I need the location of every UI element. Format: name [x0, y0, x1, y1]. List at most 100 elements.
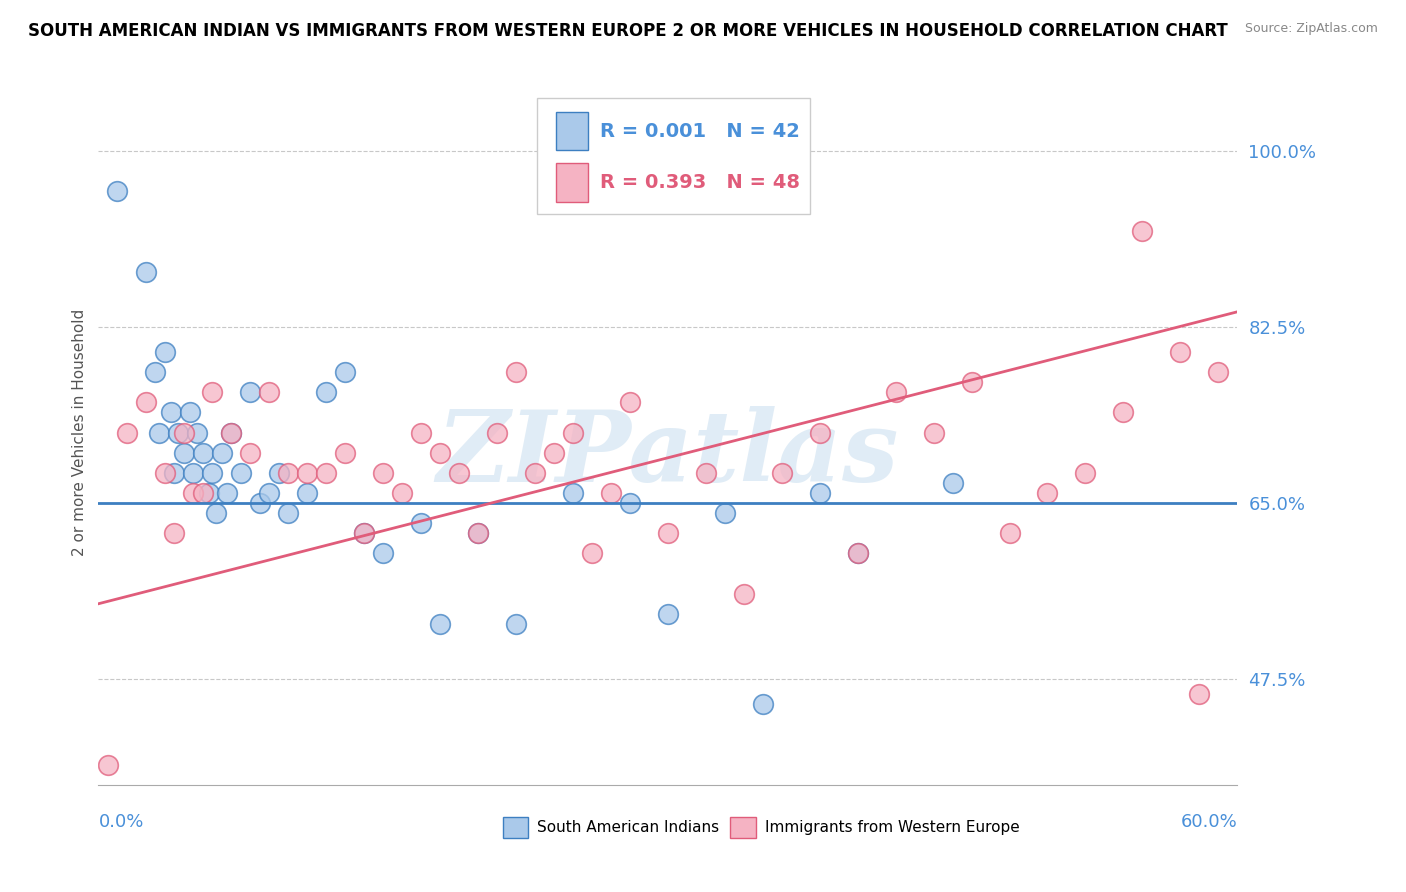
Point: [163, 526, 186, 541]
Point: [221, 425, 243, 440]
Point: [922, 425, 945, 440]
Point: [846, 546, 869, 560]
Point: [205, 506, 228, 520]
Y-axis label: 2 or more Vehicles in Household: 2 or more Vehicles in Household: [72, 309, 87, 557]
Point: [657, 607, 679, 621]
Point: [1208, 365, 1230, 379]
FancyBboxPatch shape: [731, 817, 755, 838]
Point: [135, 395, 157, 409]
Point: [229, 466, 252, 480]
Point: [97, 757, 120, 772]
Point: [167, 425, 190, 440]
Point: [277, 466, 299, 480]
Point: [371, 466, 394, 480]
Point: [846, 546, 869, 560]
Point: [429, 446, 451, 460]
Point: [315, 466, 337, 480]
FancyBboxPatch shape: [557, 163, 588, 202]
Point: [259, 486, 281, 500]
Point: [695, 466, 717, 480]
Point: [186, 425, 208, 440]
Point: [1132, 224, 1154, 238]
Point: [808, 486, 831, 500]
Point: [505, 365, 527, 379]
Point: [211, 446, 233, 460]
Text: South American Indians: South American Indians: [537, 820, 718, 835]
Point: [145, 365, 167, 379]
Text: R = 0.393   N = 48: R = 0.393 N = 48: [599, 173, 800, 192]
Point: [191, 446, 214, 460]
Point: [277, 506, 299, 520]
Point: [524, 466, 547, 480]
Point: [942, 475, 965, 490]
Point: [197, 486, 219, 500]
Point: [315, 385, 337, 400]
Point: [259, 385, 281, 400]
Point: [1188, 687, 1211, 701]
Point: [153, 345, 176, 359]
Point: [657, 526, 679, 541]
Point: [115, 425, 138, 440]
Point: [353, 526, 375, 541]
Point: [297, 466, 319, 480]
Point: [148, 425, 170, 440]
Text: 0.0%: 0.0%: [98, 814, 143, 831]
Point: [107, 184, 129, 198]
Point: [960, 376, 983, 390]
Point: [201, 466, 224, 480]
Point: [179, 405, 201, 419]
Point: [371, 546, 394, 560]
Point: [714, 506, 737, 520]
FancyBboxPatch shape: [557, 112, 588, 151]
Point: [173, 446, 195, 460]
Point: [335, 365, 357, 379]
Text: Source: ZipAtlas.com: Source: ZipAtlas.com: [1244, 22, 1378, 36]
Point: [1112, 405, 1135, 419]
Point: [183, 466, 205, 480]
Text: ZIPatlas: ZIPatlas: [437, 406, 898, 502]
Text: Immigrants from Western Europe: Immigrants from Western Europe: [765, 820, 1019, 835]
Point: [201, 385, 224, 400]
Point: [562, 486, 585, 500]
Point: [1170, 345, 1192, 359]
Point: [191, 486, 214, 500]
Point: [600, 486, 623, 500]
Text: SOUTH AMERICAN INDIAN VS IMMIGRANTS FROM WESTERN EUROPE 2 OR MORE VEHICLES IN HO: SOUTH AMERICAN INDIAN VS IMMIGRANTS FROM…: [28, 22, 1227, 40]
Point: [249, 496, 271, 510]
Text: 60.0%: 60.0%: [1181, 814, 1237, 831]
Point: [353, 526, 375, 541]
Point: [267, 466, 290, 480]
Point: [733, 587, 755, 601]
Point: [581, 546, 603, 560]
FancyBboxPatch shape: [537, 98, 810, 214]
Point: [543, 446, 565, 460]
Point: [998, 526, 1021, 541]
Point: [486, 425, 509, 440]
Point: [391, 486, 413, 500]
Point: [808, 425, 831, 440]
Text: R = 0.001   N = 42: R = 0.001 N = 42: [599, 121, 800, 141]
Point: [217, 486, 239, 500]
Point: [770, 466, 793, 480]
Point: [411, 516, 433, 531]
Point: [297, 486, 319, 500]
Point: [173, 425, 195, 440]
Point: [467, 526, 489, 541]
Point: [335, 446, 357, 460]
Point: [135, 264, 157, 278]
Point: [411, 425, 433, 440]
Point: [619, 395, 641, 409]
Point: [183, 486, 205, 500]
Point: [752, 698, 775, 712]
Point: [562, 425, 585, 440]
Point: [447, 466, 470, 480]
Point: [153, 466, 176, 480]
Point: [239, 446, 262, 460]
FancyBboxPatch shape: [503, 817, 527, 838]
Point: [163, 466, 186, 480]
Point: [467, 526, 489, 541]
Point: [429, 616, 451, 631]
Point: [239, 385, 262, 400]
Point: [884, 385, 907, 400]
Point: [159, 405, 181, 419]
